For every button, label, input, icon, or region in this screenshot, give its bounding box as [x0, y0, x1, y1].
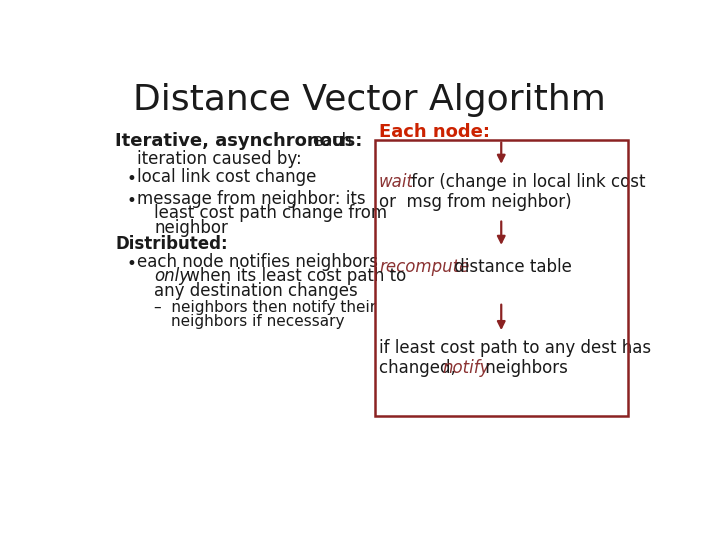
Text: notify: notify — [443, 359, 490, 377]
Text: any destination changes: any destination changes — [154, 282, 358, 300]
Text: each: each — [312, 132, 351, 150]
Text: Distributed:: Distributed: — [115, 235, 228, 253]
Text: when its least cost path to: when its least cost path to — [181, 267, 407, 285]
Text: recompute: recompute — [379, 258, 469, 276]
Text: if least cost path to any dest has: if least cost path to any dest has — [379, 339, 651, 357]
Text: Distance Vector Algorithm: Distance Vector Algorithm — [132, 83, 606, 117]
Text: –  neighbors then notify their: – neighbors then notify their — [154, 300, 377, 315]
Text: only: only — [154, 267, 189, 285]
Text: for (change in local link cost: for (change in local link cost — [406, 173, 646, 191]
Text: Each node:: Each node: — [379, 123, 490, 141]
Text: Iterative, asynchronous:: Iterative, asynchronous: — [115, 132, 369, 150]
Text: •: • — [126, 192, 136, 210]
Text: least cost path change from: least cost path change from — [154, 204, 387, 222]
Text: changed,: changed, — [379, 359, 462, 377]
Text: each node notifies neighbors: each node notifies neighbors — [138, 253, 379, 271]
Text: iteration caused by:: iteration caused by: — [138, 150, 302, 168]
Text: neighbors: neighbors — [480, 359, 567, 377]
Text: distance table: distance table — [449, 258, 572, 276]
Text: •: • — [126, 170, 136, 188]
Text: neighbors if necessary: neighbors if necessary — [171, 314, 344, 329]
Text: neighbor: neighbor — [154, 219, 228, 237]
Text: message from neighbor: its: message from neighbor: its — [138, 190, 366, 207]
Text: local link cost change: local link cost change — [138, 168, 317, 186]
Text: or  msg from neighbor): or msg from neighbor) — [379, 193, 572, 211]
Text: •: • — [126, 255, 136, 273]
Bar — [374, 140, 629, 416]
Text: wait: wait — [379, 173, 414, 191]
